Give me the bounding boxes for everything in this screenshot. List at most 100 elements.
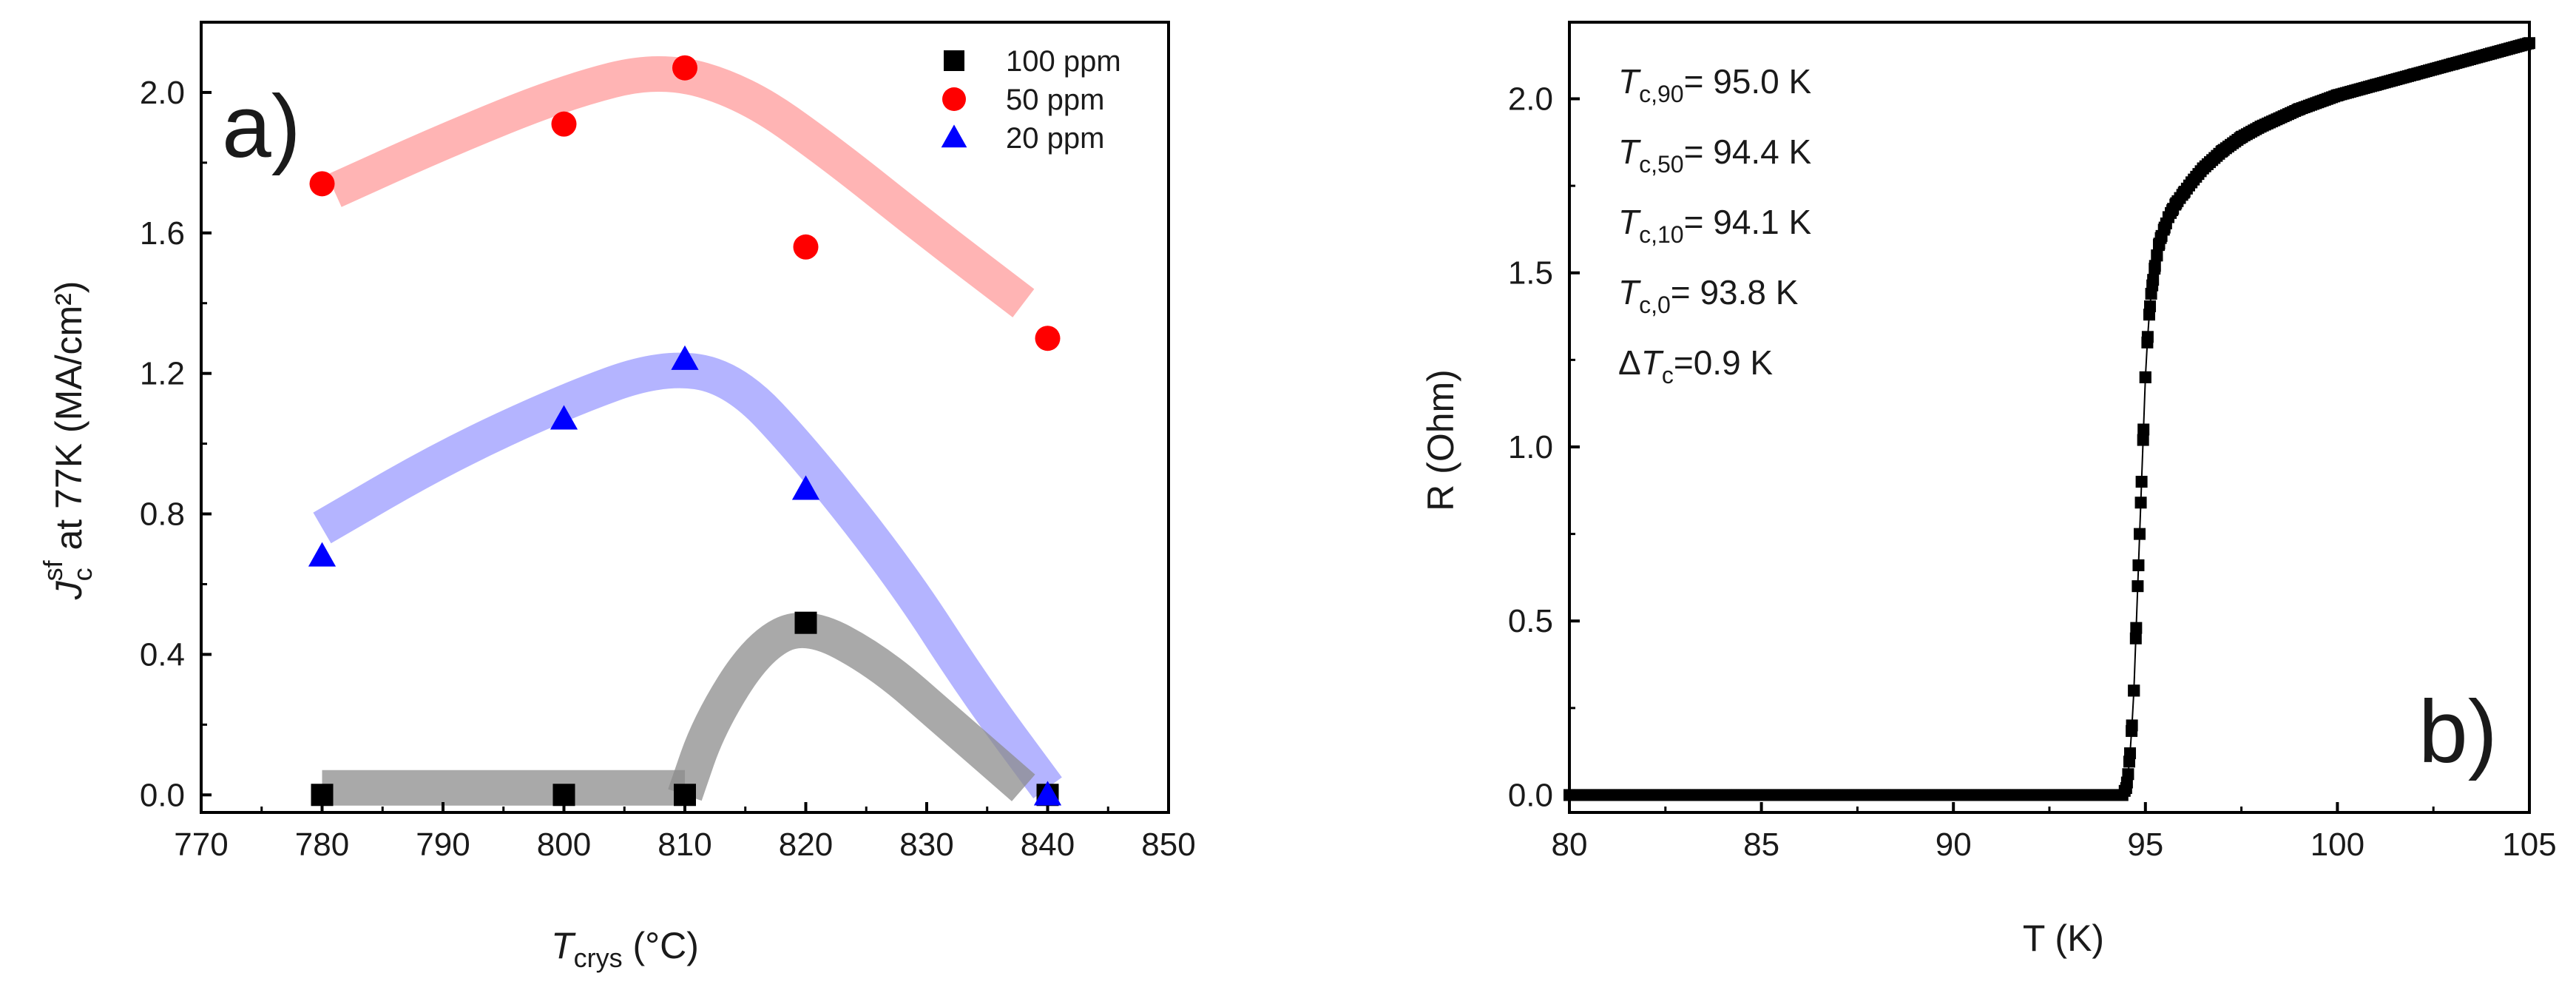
y-tick-label: 0.0 [1508, 777, 1553, 813]
annotation-symbol: T [1618, 203, 1641, 241]
legend-entry-label: 20 ppm [1006, 122, 1104, 155]
panel-a-y-title-sup: sf [38, 559, 68, 581]
annotation-symbol: T [1618, 273, 1641, 312]
panel-a-y-title-rest: at 77K (MA/cm²) [48, 281, 89, 561]
data-point-square [2128, 684, 2140, 697]
y-tick-label: 0.8 [140, 497, 185, 533]
x-tick-label: 790 [416, 827, 470, 863]
data-point-square [2447, 58, 2459, 70]
data-point-square [2132, 580, 2144, 593]
data-point-square [2185, 176, 2198, 189]
tc-annotation-line: Tc,10= 94.1 K [1618, 203, 1812, 248]
panel-a-ticks: 770 780 790 800 810 820 830 840 850 0.0 0.4 0.8 1.2 1… [140, 21, 1196, 863]
data-point-square [2130, 622, 2143, 634]
data-point-triangle [671, 345, 699, 370]
annotation-subscript: c,50 [1639, 151, 1683, 178]
data-point-square [2134, 528, 2146, 540]
panel-a-y-title-sub: c [67, 568, 98, 581]
tc-annotation-line: Tc,50= 94.4 K [1618, 132, 1812, 178]
panel-a-points [308, 55, 1062, 807]
data-point-square [2139, 371, 2151, 383]
tc-annotation-line: ΔTc=0.9 K [1618, 343, 1773, 388]
data-point-square [794, 611, 817, 634]
annotation-value: = 93.8 K [1671, 273, 1799, 312]
tc-annotation-line: Tc,0= 93.8 K [1618, 273, 1799, 318]
data-point-triangle [941, 124, 967, 148]
data-point-square [2134, 497, 2147, 509]
annotation-symbol: T [1618, 62, 1641, 101]
panel-b-annotation-block: Tc,90= 95.0 KTc,50= 94.4 KTc,10= 94.1 KT… [1618, 62, 1812, 388]
annotation-value: = 94.4 K [1684, 132, 1812, 171]
data-point-square [2170, 197, 2183, 209]
data-point-circle [551, 111, 577, 137]
annotation-subscript: c,0 [1639, 292, 1671, 318]
data-point-square [2149, 260, 2161, 272]
y-tick-label: 0.4 [140, 636, 185, 673]
data-point-square [2129, 632, 2142, 644]
data-point-square [2216, 145, 2228, 158]
x-tick-label: 800 [537, 827, 591, 863]
guide-band [313, 352, 1062, 799]
panel-a-y-axis-title: Jcsf at 77K (MA/cm²) [38, 281, 98, 601]
panel-a-legend: 100 ppm 50 ppm 20 ppm [941, 45, 1121, 155]
x-tick-label: 100 [2310, 827, 2364, 863]
x-tick-label: 850 [1141, 827, 1195, 863]
data-point-square [2177, 186, 2190, 199]
data-point-circle [1035, 326, 1061, 351]
panel-a-y-title-main: J [48, 580, 89, 600]
data-point-square [2151, 249, 2163, 262]
panel-a-label: a) [222, 77, 301, 176]
panel-a-guide-bands [313, 56, 1062, 806]
x-tick-label: 105 [2502, 827, 2556, 863]
data-point-square [2485, 47, 2498, 60]
data-point-square [2293, 103, 2305, 115]
data-point-circle [793, 234, 819, 260]
data-point-square [2122, 768, 2134, 781]
y-tick-label: 2.0 [1508, 81, 1553, 118]
guide-band [668, 612, 1035, 801]
x-tick-label: 840 [1021, 827, 1075, 863]
data-point-square [552, 784, 575, 807]
annotation-value: = 95.0 K [1684, 62, 1812, 101]
data-point-square [2197, 162, 2209, 175]
x-tick-label: 95 [2127, 827, 2163, 863]
data-point-circle [942, 87, 966, 111]
data-point-square [311, 784, 334, 807]
annotation-value: =0.9 K [1674, 343, 1774, 382]
data-point-square [944, 50, 964, 71]
data-point-square [2154, 232, 2167, 244]
data-point-square [2147, 274, 2160, 286]
y-tick-label: 0.0 [140, 777, 185, 813]
y-tick-label: 0.5 [1508, 603, 1553, 639]
data-point-square [2135, 476, 2148, 488]
data-point-triangle [308, 542, 337, 567]
panel-b-x-axis-title: T (K) [2023, 918, 2104, 959]
data-point-square [2143, 309, 2155, 321]
y-tick-label: 2.0 [140, 75, 185, 111]
x-tick-label: 770 [174, 827, 228, 863]
panel-a-chart: 770 780 790 800 810 820 830 840 850 0.0 0.4 0.8 1.2 1… [38, 21, 1196, 973]
data-point-square [2158, 221, 2171, 234]
data-point-square [2235, 131, 2248, 144]
data-point-triangle [550, 405, 578, 430]
guide-band [326, 56, 1035, 317]
panel-a-plot-frame [200, 21, 1170, 814]
panel-b-plot-frame [1568, 21, 2531, 814]
data-point-square [2126, 719, 2138, 732]
panel-a-x-axis-title: Tcrys (°C) [551, 925, 699, 973]
x-tick-label: 80 [1552, 827, 1588, 863]
data-point-square [2137, 423, 2150, 436]
annotation-prefix: Δ [1618, 343, 1641, 382]
tc-annotation-line: Tc,90= 95.0 K [1618, 62, 1812, 107]
panel-a-x-title-sub: crys [574, 943, 623, 973]
data-point-circle [672, 55, 697, 81]
data-point-square [2331, 89, 2344, 101]
y-tick-label: 1.2 [140, 356, 185, 392]
data-point-triangle [1033, 781, 1062, 806]
panel-b-label: b) [2418, 682, 2498, 781]
panel-b-y-axis-title: R (Ohm) [1420, 369, 1461, 511]
data-point-square [2124, 747, 2137, 760]
data-point-triangle [791, 475, 820, 500]
legend-entry-label: 100 ppm [1006, 45, 1121, 78]
